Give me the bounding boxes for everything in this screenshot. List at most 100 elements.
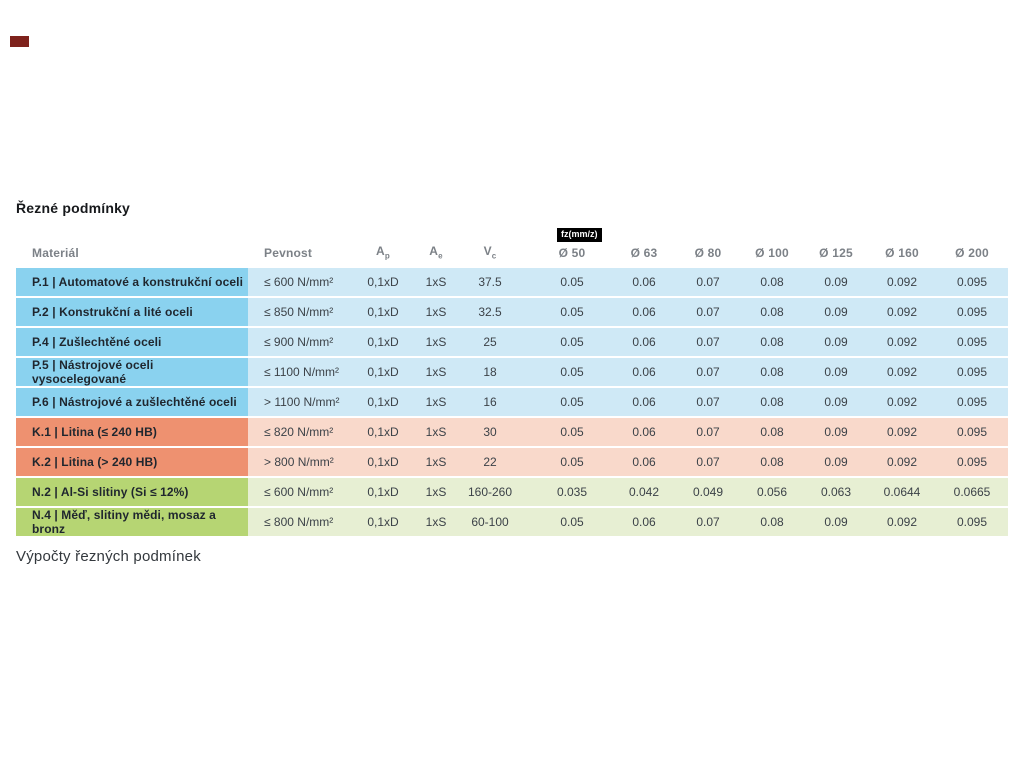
table-row: K.2 | Litina (> 240 HB) > 800 N/mm² 0,1x… — [16, 448, 1008, 476]
fz-d80-cell: 0.07 — [676, 508, 740, 536]
vc-cell: 25 — [462, 328, 518, 356]
fz-d160-cell: 0.092 — [868, 298, 936, 326]
header-d160: Ø 160 — [885, 246, 919, 260]
pevnost-cell: ≤ 800 N/mm² — [248, 508, 356, 536]
fz-d50-cell: 0.05 — [518, 508, 612, 536]
table-row: P.4 | Zušlechtěné oceli ≤ 900 N/mm² 0,1x… — [16, 328, 1008, 356]
header-material: Materiál — [32, 246, 79, 260]
header-d125: Ø 125 — [819, 246, 853, 260]
fz-d160-cell: 0.092 — [868, 268, 936, 296]
fz-d200-cell: 0.095 — [936, 388, 1008, 416]
pevnost-cell: ≤ 600 N/mm² — [248, 268, 356, 296]
fz-d100-cell: 0.08 — [740, 418, 804, 446]
material-cell: N.2 | Al-Si slitiny (Si ≤ 12%) — [16, 478, 248, 506]
fz-d100-cell: 0.08 — [740, 388, 804, 416]
fz-d80-cell: 0.07 — [676, 268, 740, 296]
fz-d50-cell: 0.035 — [518, 478, 612, 506]
vc-cell: 32.5 — [462, 298, 518, 326]
fz-d160-cell: 0.092 — [868, 448, 936, 476]
vc-cell: 160-260 — [462, 478, 518, 506]
ae-cell: 1xS — [410, 298, 462, 326]
fz-d80-cell: 0.07 — [676, 448, 740, 476]
fz-d125-cell: 0.09 — [804, 418, 868, 446]
fz-d125-cell: 0.09 — [804, 298, 868, 326]
vc-cell: 60-100 — [462, 508, 518, 536]
material-cell: K.2 | Litina (> 240 HB) — [16, 448, 248, 476]
fz-d200-cell: 0.095 — [936, 268, 1008, 296]
header-ap: Ap — [376, 243, 390, 260]
table-header-row: Materiál Pevnost Ap Ae Vc Ø 50 Ø 63 Ø 80… — [16, 228, 1008, 266]
fz-d50-cell: 0.05 — [518, 268, 612, 296]
fz-d200-cell: 0.095 — [936, 298, 1008, 326]
pevnost-cell: > 1100 N/mm² — [248, 388, 356, 416]
header-pevnost: Pevnost — [264, 246, 313, 260]
fz-d100-cell: 0.08 — [740, 298, 804, 326]
fz-d80-cell: 0.07 — [676, 298, 740, 326]
fz-d80-cell: 0.07 — [676, 328, 740, 356]
pevnost-cell: > 800 N/mm² — [248, 448, 356, 476]
ap-cell: 0,1xD — [356, 328, 410, 356]
table-row: P.5 | Nástrojové oceli vysocelegované ≤ … — [16, 358, 1008, 386]
material-cell: P.5 | Nástrojové oceli vysocelegované — [16, 358, 248, 386]
fz-d50-cell: 0.05 — [518, 358, 612, 386]
fz-d160-cell: 0.092 — [868, 508, 936, 536]
fz-d100-cell: 0.08 — [740, 448, 804, 476]
vc-cell: 30 — [462, 418, 518, 446]
material-cell: P.6 | Nástrojové a zušlechtěné oceli — [16, 388, 248, 416]
fz-d80-cell: 0.07 — [676, 388, 740, 416]
fz-d200-cell: 0.095 — [936, 418, 1008, 446]
fz-d160-cell: 0.092 — [868, 418, 936, 446]
header-d100: Ø 100 — [755, 246, 789, 260]
fz-d200-cell: 0.0665 — [936, 478, 1008, 506]
header-d200: Ø 200 — [955, 246, 989, 260]
pevnost-cell: ≤ 820 N/mm² — [248, 418, 356, 446]
pevnost-cell: ≤ 1100 N/mm² — [248, 358, 356, 386]
table-body: P.1 | Automatové a konstrukční oceli ≤ 6… — [16, 268, 1008, 536]
fz-d200-cell: 0.095 — [936, 448, 1008, 476]
fz-d50-cell: 0.05 — [518, 388, 612, 416]
vc-cell: 18 — [462, 358, 518, 386]
fz-d80-cell: 0.049 — [676, 478, 740, 506]
fz-d100-cell: 0.08 — [740, 358, 804, 386]
header-ae: Ae — [429, 243, 443, 260]
header-d63: Ø 63 — [630, 246, 658, 260]
header-vc: Vc — [483, 243, 497, 260]
fz-d63-cell: 0.06 — [612, 328, 676, 356]
table-row: P.2 | Konstrukční a lité oceli ≤ 850 N/m… — [16, 298, 1008, 326]
fz-d50-cell: 0.05 — [518, 418, 612, 446]
fz-d100-cell: 0.08 — [740, 268, 804, 296]
fz-d200-cell: 0.095 — [936, 328, 1008, 356]
page-title: Řezné podmínky — [16, 200, 131, 216]
fz-d50-cell: 0.05 — [518, 328, 612, 356]
table-row: K.1 | Litina (≤ 240 HB) ≤ 820 N/mm² 0,1x… — [16, 418, 1008, 446]
fz-d50-cell: 0.05 — [518, 448, 612, 476]
fz-d200-cell: 0.095 — [936, 358, 1008, 386]
material-cell: P.1 | Automatové a konstrukční oceli — [16, 268, 248, 296]
ap-cell: 0,1xD — [356, 478, 410, 506]
pevnost-cell: ≤ 600 N/mm² — [248, 478, 356, 506]
fz-d125-cell: 0.09 — [804, 328, 868, 356]
ap-cell: 0,1xD — [356, 418, 410, 446]
fz-d160-cell: 0.0644 — [868, 478, 936, 506]
fz-d125-cell: 0.09 — [804, 388, 868, 416]
fz-d50-cell: 0.05 — [518, 298, 612, 326]
pevnost-cell: ≤ 850 N/mm² — [248, 298, 356, 326]
footer-section-title: Výpočty řezných podmínek — [16, 548, 201, 565]
fz-d63-cell: 0.06 — [612, 388, 676, 416]
cutting-conditions-table: Materiál Pevnost Ap Ae Vc Ø 50 Ø 63 Ø 80… — [16, 228, 1008, 538]
table-row: N.2 | Al-Si slitiny (Si ≤ 12%) ≤ 600 N/m… — [16, 478, 1008, 506]
material-cell: K.1 | Litina (≤ 240 HB) — [16, 418, 248, 446]
material-cell: P.4 | Zušlechtěné oceli — [16, 328, 248, 356]
ae-cell: 1xS — [410, 448, 462, 476]
fz-d160-cell: 0.092 — [868, 388, 936, 416]
header-d80: Ø 80 — [694, 246, 722, 260]
material-cell: N.4 | Měď, slitiny mědi, mosaz a bronz — [16, 508, 248, 536]
fz-d63-cell: 0.06 — [612, 508, 676, 536]
ap-cell: 0,1xD — [356, 508, 410, 536]
ap-cell: 0,1xD — [356, 358, 410, 386]
material-cell: P.2 | Konstrukční a lité oceli — [16, 298, 248, 326]
ae-cell: 1xS — [410, 418, 462, 446]
vc-cell: 37.5 — [462, 268, 518, 296]
fz-d200-cell: 0.095 — [936, 508, 1008, 536]
table-row: P.6 | Nástrojové a zušlechtěné oceli > 1… — [16, 388, 1008, 416]
